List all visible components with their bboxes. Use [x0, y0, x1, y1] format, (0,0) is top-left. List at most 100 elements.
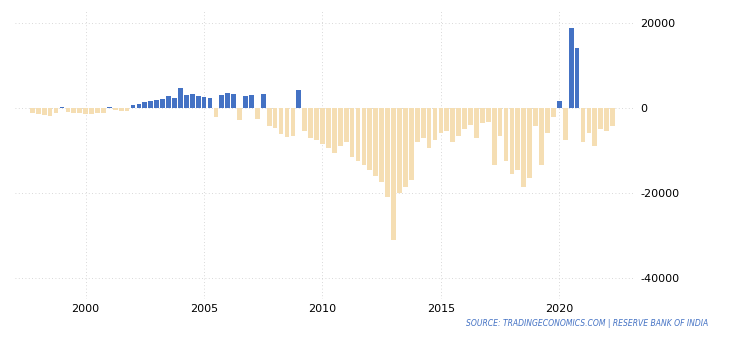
- Bar: [462, 108, 467, 129]
- Bar: [575, 48, 580, 108]
- Bar: [391, 108, 396, 240]
- Bar: [367, 108, 372, 170]
- Bar: [214, 108, 218, 117]
- Bar: [42, 108, 47, 115]
- Bar: [237, 108, 242, 120]
- Bar: [586, 108, 591, 133]
- Bar: [361, 108, 366, 165]
- Bar: [77, 108, 82, 113]
- Bar: [137, 104, 142, 108]
- Bar: [557, 101, 561, 108]
- Bar: [243, 96, 248, 108]
- Bar: [374, 108, 378, 176]
- Bar: [142, 102, 147, 108]
- Bar: [356, 108, 361, 161]
- Bar: [492, 108, 496, 165]
- Bar: [439, 108, 443, 133]
- Bar: [184, 95, 188, 108]
- Bar: [161, 99, 165, 108]
- Bar: [545, 108, 550, 133]
- Bar: [54, 108, 58, 114]
- Bar: [445, 108, 449, 131]
- Bar: [255, 108, 260, 119]
- Bar: [551, 108, 556, 117]
- Bar: [409, 108, 414, 180]
- Bar: [131, 105, 135, 108]
- Bar: [563, 108, 568, 140]
- Bar: [397, 108, 402, 193]
- Bar: [604, 108, 609, 131]
- Bar: [521, 108, 526, 187]
- Bar: [533, 108, 538, 126]
- Bar: [267, 108, 272, 126]
- Bar: [291, 108, 295, 136]
- Bar: [380, 108, 384, 182]
- Bar: [226, 92, 230, 108]
- Bar: [344, 108, 348, 142]
- Bar: [285, 108, 289, 137]
- Bar: [95, 108, 100, 114]
- Bar: [468, 108, 473, 125]
- Bar: [320, 108, 325, 144]
- Bar: [196, 96, 201, 108]
- Bar: [66, 108, 70, 112]
- Bar: [30, 108, 35, 113]
- Bar: [450, 108, 455, 142]
- Bar: [504, 108, 508, 161]
- Bar: [599, 108, 603, 129]
- Bar: [101, 108, 106, 113]
- Bar: [36, 108, 41, 114]
- Bar: [83, 108, 88, 114]
- Bar: [593, 108, 597, 146]
- Bar: [338, 108, 342, 146]
- Bar: [148, 101, 153, 108]
- Bar: [527, 108, 532, 178]
- Bar: [415, 108, 420, 142]
- Bar: [207, 98, 212, 108]
- Bar: [107, 107, 112, 108]
- Bar: [279, 108, 283, 134]
- Bar: [474, 108, 479, 138]
- Bar: [166, 97, 171, 108]
- Bar: [427, 108, 431, 148]
- Bar: [569, 28, 574, 108]
- Bar: [539, 108, 544, 165]
- Bar: [60, 107, 64, 108]
- Bar: [350, 108, 355, 157]
- Bar: [486, 108, 491, 121]
- Bar: [403, 108, 408, 187]
- Bar: [510, 108, 515, 174]
- Bar: [89, 108, 94, 114]
- Bar: [125, 108, 129, 111]
- Bar: [433, 108, 437, 140]
- Text: SOURCE: TRADINGECONOMICS.COM | RESERVE BANK OF INDIA: SOURCE: TRADINGECONOMICS.COM | RESERVE B…: [466, 319, 708, 328]
- Bar: [72, 108, 76, 113]
- Bar: [420, 108, 426, 138]
- Bar: [119, 108, 123, 112]
- Bar: [296, 90, 301, 108]
- Bar: [178, 87, 182, 108]
- Bar: [385, 108, 390, 197]
- Bar: [308, 108, 313, 138]
- Bar: [190, 94, 195, 108]
- Bar: [154, 100, 159, 108]
- Bar: [261, 94, 266, 108]
- Bar: [113, 108, 118, 110]
- Bar: [498, 108, 502, 136]
- Bar: [172, 98, 177, 108]
- Bar: [201, 97, 207, 108]
- Bar: [314, 108, 319, 140]
- Bar: [302, 108, 307, 131]
- Bar: [456, 108, 461, 136]
- Bar: [580, 108, 585, 142]
- Bar: [220, 95, 224, 108]
- Bar: [332, 108, 337, 153]
- Bar: [47, 108, 53, 116]
- Bar: [480, 108, 485, 123]
- Bar: [273, 108, 277, 128]
- Bar: [610, 108, 615, 126]
- Bar: [231, 94, 236, 108]
- Bar: [326, 108, 331, 148]
- Bar: [249, 95, 254, 108]
- Bar: [515, 108, 520, 170]
